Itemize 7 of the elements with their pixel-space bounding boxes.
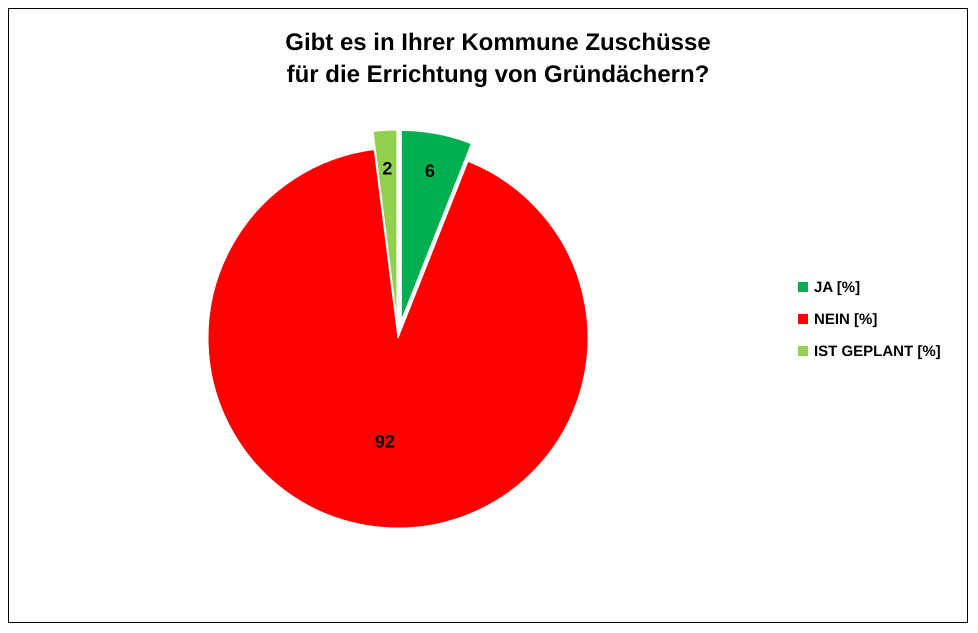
- chart-title: Gibt es in Ihrer Kommune Zuschüsse für die Errichtung von Gründächern?: [285, 29, 711, 88]
- data-label: 6: [424, 161, 435, 182]
- legend-label: NEIN [%]: [814, 311, 878, 328]
- legend-label: JA [%]: [814, 279, 860, 296]
- data-label: 2: [382, 158, 392, 178]
- legend-label: IST GEPLANT [%]: [814, 343, 941, 360]
- data-label: 92: [374, 432, 395, 452]
